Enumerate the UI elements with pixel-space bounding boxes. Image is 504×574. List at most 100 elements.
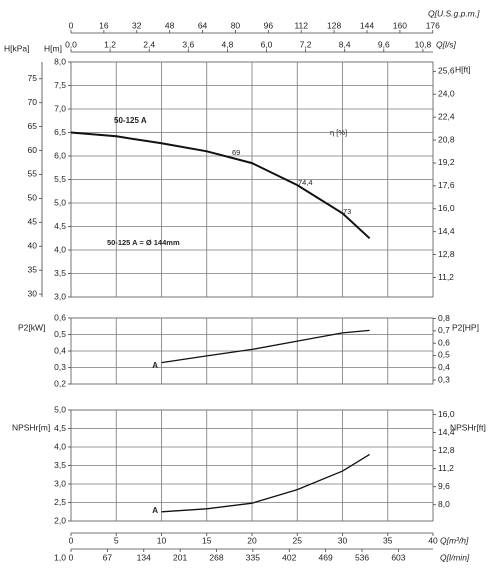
top-tick-label: 144: [360, 20, 374, 30]
y2-axis-title: P2[HP]: [452, 322, 479, 332]
y-tick-label: 4,0: [54, 244, 66, 254]
y-axis-title: H[m]: [44, 43, 62, 53]
curve-label: A: [152, 506, 158, 515]
y2-tick-label: 11,2: [438, 463, 454, 473]
x2-tick-label: 603: [391, 552, 405, 562]
y3-tick-label: 70: [28, 97, 38, 107]
top-tick-label: 9,6: [378, 39, 390, 49]
y-tick-label: 4,0: [54, 441, 66, 451]
y-tick-label: 2,0: [54, 515, 66, 525]
top-axis-title: Q[U.S.g.p.m.]: [428, 8, 480, 18]
top-tick-label: 8,4: [339, 39, 351, 49]
x-tick-label: 35: [383, 535, 393, 545]
y-tick-label: 0,4: [54, 345, 66, 355]
x-tick-label: 15: [202, 535, 212, 545]
curve-label: A: [152, 361, 158, 370]
y2-tick-label: 16,0: [438, 409, 455, 419]
x-tick-label: 0: [69, 535, 74, 545]
x2-tick-label: 536: [355, 552, 369, 562]
y-tick-label: 0,6: [54, 312, 66, 322]
y2-tick-label: 0,5: [438, 350, 450, 360]
y3-tick-label: 50: [28, 193, 38, 203]
top-tick-label: 3,6: [182, 39, 194, 49]
y3-axis-title: H[kPa]: [4, 43, 30, 53]
curve: [161, 329, 370, 364]
y2-tick-label: 12,8: [438, 249, 455, 259]
x2-tick-label: 201: [173, 552, 187, 562]
y-tick-label: 6,0: [54, 150, 66, 160]
top-tick-label: 0: [69, 20, 74, 30]
y2-tick-label: 22,4: [438, 111, 455, 121]
top-tick-label: 32: [132, 20, 142, 30]
annotation: 73: [343, 207, 351, 216]
y-tick-label: 4,5: [54, 423, 66, 433]
y-axis-title: NPSHr[m]: [12, 422, 50, 432]
x-axis-title: Q[m³/h]: [440, 535, 469, 545]
x-tick-label: 20: [247, 535, 257, 545]
annotation: 69: [232, 148, 240, 157]
y-tick-label: 5,5: [54, 174, 66, 184]
y3-tick-label: 60: [28, 145, 38, 155]
top-tick-label: 176: [426, 20, 440, 30]
y2-tick-label: 25,6: [438, 66, 455, 76]
y2-tick-label: 0,6: [438, 337, 450, 347]
y3-tick-label: 35: [28, 264, 38, 274]
curve: [161, 453, 370, 513]
top-tick-label: 160: [393, 20, 407, 30]
y-tick-label: 3,5: [54, 268, 66, 278]
y-tick-label: 0,5: [54, 329, 66, 339]
y2-tick-label: 19,2: [438, 157, 455, 167]
x2-tick-label: 268: [209, 552, 223, 562]
y2-tick-label: 0,7: [438, 325, 450, 335]
y2-axis-title: H[ft]: [455, 64, 471, 74]
y2-tick-label: 0,3: [438, 374, 450, 384]
top-tick-label: 2,4: [143, 39, 155, 49]
annotation: 50-125 A = Ø 144mm: [107, 238, 180, 247]
y2-tick-label: 14,4: [438, 226, 455, 236]
y3-tick-label: 30: [28, 288, 38, 298]
y2-tick-label: 8,0: [438, 499, 450, 509]
top-tick-label: 80: [231, 20, 241, 30]
top-tick-label: 6,0: [261, 39, 273, 49]
y2-tick-label: 14,4: [438, 427, 455, 437]
y3-tick-label: 40: [28, 241, 38, 251]
top-tick-label: 7,2: [300, 39, 312, 49]
y-tick-label: 3,0: [54, 291, 66, 301]
y-tick-label: 2,5: [54, 497, 66, 507]
y3-tick-label: 45: [28, 217, 38, 227]
top-axis-title: Q[l/s]: [436, 39, 456, 49]
y2-tick-label: 0,4: [438, 362, 450, 372]
x2-tick-label: 402: [282, 552, 296, 562]
y2-tick-label: 11,2: [438, 272, 454, 282]
y-tick-label: 3,0: [54, 478, 66, 488]
curve-label: 50-125 A: [114, 116, 147, 125]
top-tick-label: 112: [294, 20, 308, 30]
y-tick-label: 4,5: [54, 221, 66, 231]
curve: [70, 131, 371, 240]
y-tick-label: 0,3: [54, 362, 66, 372]
x2-tick-label: 469: [319, 552, 333, 562]
y3-tick-label: 75: [28, 73, 38, 83]
top-tick-label: 0,0: [65, 39, 77, 49]
y-tick-label: 6,5: [54, 127, 66, 137]
y2-axis-title: NPSHr[ft]: [450, 422, 486, 432]
top-tick-label: 96: [264, 20, 274, 30]
corner-label: 1,0: [54, 552, 66, 562]
top-tick-label: 64: [198, 20, 208, 30]
y3-tick-label: 55: [28, 169, 38, 179]
top-tick-label: 4,8: [221, 39, 233, 49]
top-tick-label: 1,2: [104, 39, 116, 49]
annotation: 74,4: [298, 178, 313, 187]
x-tick-label: 25: [293, 535, 303, 545]
x2-tick-label: 134: [137, 552, 151, 562]
y-tick-label: 3,5: [54, 460, 66, 470]
y2-tick-label: 0,8: [438, 313, 450, 323]
x2-axis-title: Q[l/min]: [440, 552, 470, 562]
y-tick-label: 7,0: [54, 103, 66, 113]
y-tick-label: 7,5: [54, 80, 66, 90]
y2-tick-label: 20,8: [438, 134, 455, 144]
x-tick-label: 10: [157, 535, 167, 545]
y2-tick-label: 16,0: [438, 203, 455, 213]
y-tick-label: 0,2: [54, 378, 66, 388]
